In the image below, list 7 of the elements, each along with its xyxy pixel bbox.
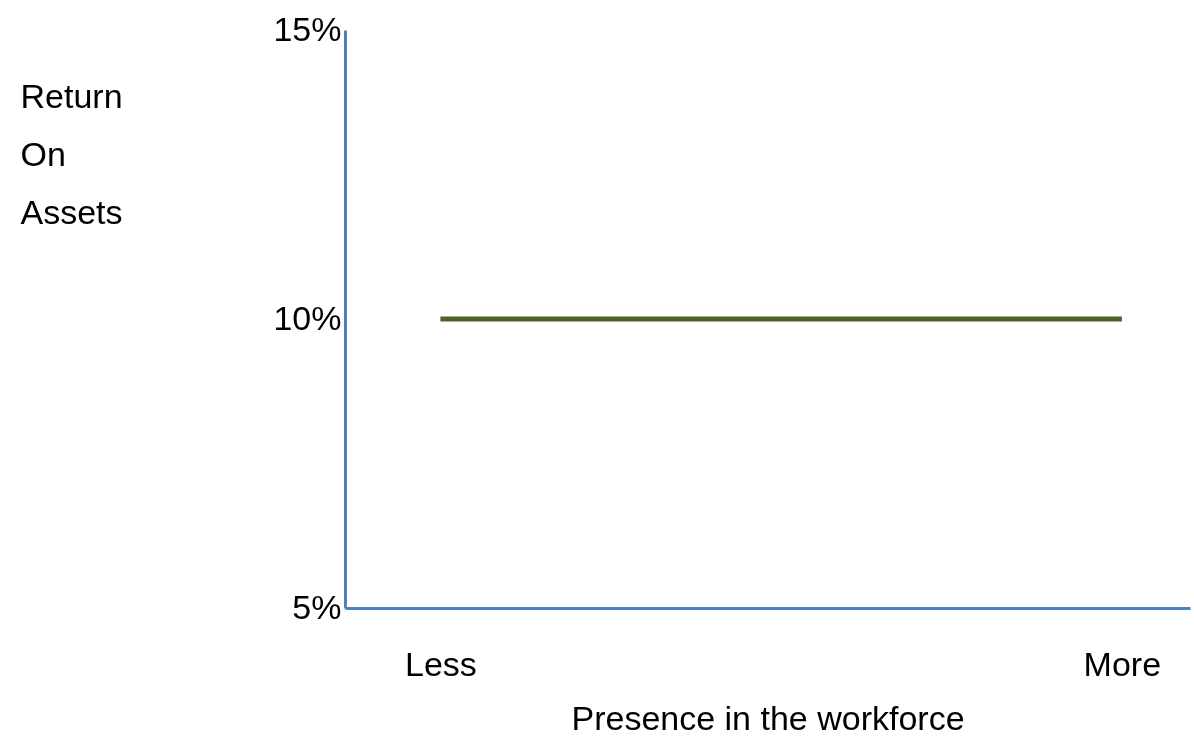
x-tick-label: Less — [404, 644, 477, 683]
y-tick-label: 10% — [273, 298, 342, 337]
y-tick-label: 15% — [273, 9, 342, 48]
x-tick-label: More — [1083, 644, 1162, 683]
y-tick-label: 5% — [292, 587, 342, 626]
y-axis-title: Return On Assets — [20, 76, 123, 231]
x-axis-title: Presence in the workforce — [571, 698, 965, 737]
